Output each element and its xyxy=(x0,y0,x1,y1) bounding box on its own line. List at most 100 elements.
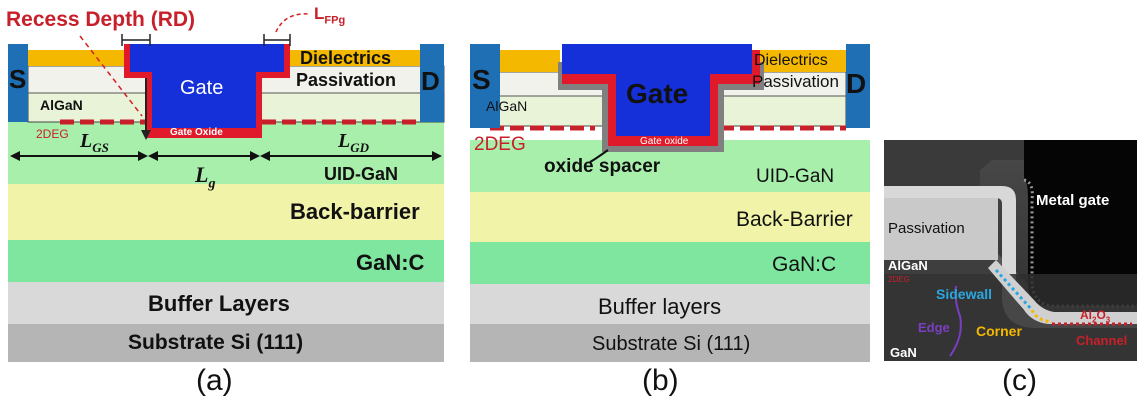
dielectric-right xyxy=(740,50,846,72)
rd-arrow-head xyxy=(141,130,151,140)
dielectrics-label: Dielectrics xyxy=(300,48,392,68)
uid-gan-label: UID-GaN xyxy=(324,164,399,184)
spacer-pointer xyxy=(589,149,609,163)
back-barrier-layer xyxy=(470,192,870,242)
caption-b: (b) xyxy=(642,364,679,397)
source-label: S xyxy=(472,64,491,95)
twodeg-label: 2DEG xyxy=(474,134,526,155)
gate-oxide-label: Gate Oxide xyxy=(170,127,223,138)
liner-band-front xyxy=(988,260,1137,324)
buffer-label: Buffer Layers xyxy=(148,291,290,316)
buffer-layer xyxy=(8,282,444,324)
metal-gate-label: Metal gate xyxy=(1036,192,1110,209)
lgd-label: LGD xyxy=(338,130,369,156)
drain-contact xyxy=(420,44,444,122)
gate xyxy=(130,44,284,128)
passivation-label: Passivation xyxy=(888,220,965,237)
liner-band xyxy=(884,186,1137,328)
lfpg-label: LFPg xyxy=(314,4,345,26)
substrate-layer xyxy=(8,324,444,362)
panel-b-drawing xyxy=(470,44,870,362)
back-barrier-label: Back-barrier xyxy=(290,199,420,224)
al2o3-tail: O xyxy=(1096,308,1106,322)
passivation-label: Passivation xyxy=(296,70,397,90)
passivation-label: Passivation xyxy=(752,72,839,91)
rd-dashed-pointer xyxy=(79,35,143,117)
lg-arrow-head-right xyxy=(250,151,260,161)
lg-label: Lg xyxy=(195,162,215,192)
gan-c-layer xyxy=(8,240,444,282)
dielectric-right xyxy=(290,50,420,66)
gate-label: Gate xyxy=(180,77,224,99)
drain-label: D xyxy=(421,66,440,96)
substrate-label: Substrate Si (111) xyxy=(128,331,304,354)
buffer-label: Buffer layers xyxy=(598,294,722,319)
passivation-light xyxy=(884,198,998,260)
al2o3-sub: 2 xyxy=(1092,315,1097,325)
lgs-arrow-head-left xyxy=(10,151,20,161)
back-barrier-layer xyxy=(8,184,444,240)
lgs-sub: GS xyxy=(92,140,109,155)
lfpg-main: L xyxy=(314,4,325,23)
substrate-layer xyxy=(470,324,870,362)
al2o3-label: Al2O3 xyxy=(1080,308,1110,324)
corner-label: Corner xyxy=(976,323,1022,339)
lfpg-curve-arrow xyxy=(275,13,311,33)
al2o3-sub2: 3 xyxy=(1105,315,1111,325)
gate-label: Gate xyxy=(626,78,689,109)
lgd-arrow-head-right xyxy=(432,151,442,161)
lgs-main: L xyxy=(80,130,93,152)
source-label: S xyxy=(9,64,27,94)
algan-label: AlGaN xyxy=(40,97,83,113)
panel-a: Recess Depth (RD) LFPg Dielectrics Passi… xyxy=(0,0,450,401)
source-contact xyxy=(8,44,28,122)
back-barrier-label: Back-Barrier xyxy=(736,208,853,231)
passivation-region xyxy=(884,140,1034,190)
dielectric-left xyxy=(28,50,128,66)
drain-label: D xyxy=(846,68,867,99)
recess-depth-label: Recess Depth (RD) xyxy=(6,8,196,31)
gan-c-label: GaN:C xyxy=(356,250,425,275)
caption-a: (a) xyxy=(196,364,233,397)
twodeg-label: 2DEG xyxy=(36,127,69,141)
algan-label: AlGaN xyxy=(486,98,528,114)
algan-band xyxy=(884,260,996,274)
lgd-main: L xyxy=(338,130,351,152)
gan-c-label: GaN:C xyxy=(772,253,837,276)
gate-rough-edge xyxy=(1023,178,1137,308)
lg-arrow-head-left xyxy=(148,151,158,161)
panel-a-drawing xyxy=(8,13,445,362)
lg-sub: g xyxy=(208,176,216,192)
gan-label: GaN xyxy=(890,345,917,360)
source-contact xyxy=(470,44,500,128)
lfpg-sub: FPg xyxy=(324,14,346,27)
lgd-sub: GD xyxy=(350,140,369,155)
edge-label: Edge xyxy=(918,320,950,335)
sidewall-trace xyxy=(994,268,1034,312)
uid-gan-label: UID-GaN xyxy=(756,166,835,187)
dielectric-left xyxy=(500,50,560,72)
drain-contact xyxy=(846,44,870,128)
lgd-arrow-head-left xyxy=(260,151,270,161)
gan-c-layer xyxy=(470,242,870,284)
lg-main: L xyxy=(195,162,209,187)
algan-label: AlGaN xyxy=(888,258,928,273)
sidewall-label: Sidewall xyxy=(936,286,993,302)
gate xyxy=(562,44,752,136)
gate-oxide-label: Gate oxide xyxy=(640,136,689,147)
corner-trace xyxy=(1030,309,1053,324)
twodeg-label: 2DEG xyxy=(888,275,910,284)
panel-b: S D Gate Dielectrics Passivation AlGaN 2… xyxy=(470,0,870,401)
metal-gate-region xyxy=(1024,140,1137,306)
edge-trace xyxy=(949,285,962,357)
al2o3-main: Al xyxy=(1080,308,1092,322)
buffer-layer xyxy=(470,284,870,324)
caption-c: (c) xyxy=(1002,364,1037,397)
dielectrics-label: Dielectrics xyxy=(754,52,828,69)
oxide-spacer-label: oxide spacer xyxy=(544,156,661,177)
substrate-label: Substrate Si (111) xyxy=(592,333,751,355)
panel-c: Metal gate Passivation AlGaN 2DEG Sidewa… xyxy=(884,140,1137,401)
channel-label: Channel xyxy=(1076,333,1128,348)
panel-c-micrograph xyxy=(884,140,1137,361)
lgs-arrow-head-right xyxy=(138,151,148,161)
